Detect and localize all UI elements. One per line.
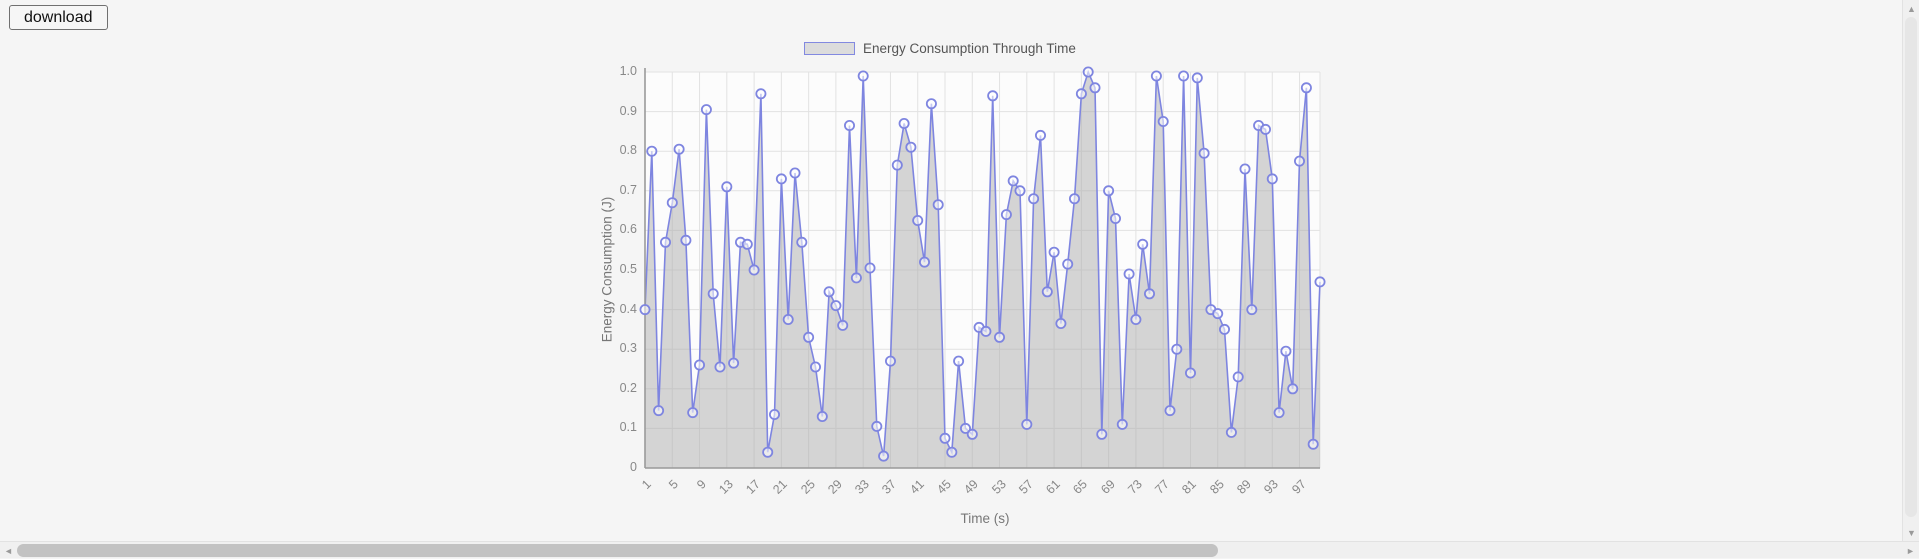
x-axis-label: Time (s) [960,511,1010,526]
scroll-down-arrow-icon[interactable]: ▼ [1907,527,1916,538]
vertical-scrollbar-thumb[interactable] [1905,17,1917,517]
scroll-up-arrow-icon[interactable]: ▲ [1907,3,1916,14]
y-tick-label: 0.9 [619,103,637,118]
y-tick-label: 0.2 [619,380,637,395]
y-tick-label: 1.0 [619,64,637,78]
y-tick-label: 0.8 [619,143,637,158]
y-tick-label: 0 [630,460,637,474]
legend-swatch-icon [804,41,855,55]
y-tick-label: 0.7 [619,182,637,197]
y-tick-label: 0.4 [619,301,637,316]
download-button[interactable]: download [9,5,108,30]
horizontal-scrollbar[interactable]: ◄ ► [0,541,1919,558]
y-tick-label: 0.3 [619,341,637,356]
vertical-scrollbar[interactable]: ▲ ▼ [1902,0,1919,541]
scroll-right-arrow-icon[interactable]: ► [1906,545,1915,556]
y-tick-label: 0.6 [619,222,637,237]
y-tick-label: 0.5 [619,262,637,276]
scroll-left-arrow-icon[interactable]: ◄ [4,545,13,556]
horizontal-scrollbar-thumb[interactable] [17,544,1218,557]
chart-title: Energy Consumption Through Time [863,40,1076,56]
chart-legend: Energy Consumption Through Time [804,38,1076,58]
y-tick-label: 0.1 [619,420,637,435]
